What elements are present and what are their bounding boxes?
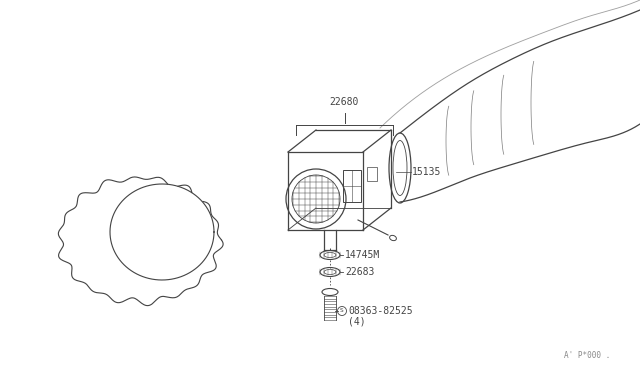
Text: (4): (4) [348,316,365,326]
Text: 22683: 22683 [345,267,374,277]
Text: S: S [340,308,344,314]
Text: 08363-82525: 08363-82525 [348,306,413,316]
Bar [367,167,377,181]
Bar [343,170,361,202]
Text: 15135: 15135 [412,167,442,177]
Text: A' P*000 .: A' P*000 . [564,351,610,360]
Text: 22680: 22680 [330,97,359,107]
Text: 14745M: 14745M [345,250,380,260]
